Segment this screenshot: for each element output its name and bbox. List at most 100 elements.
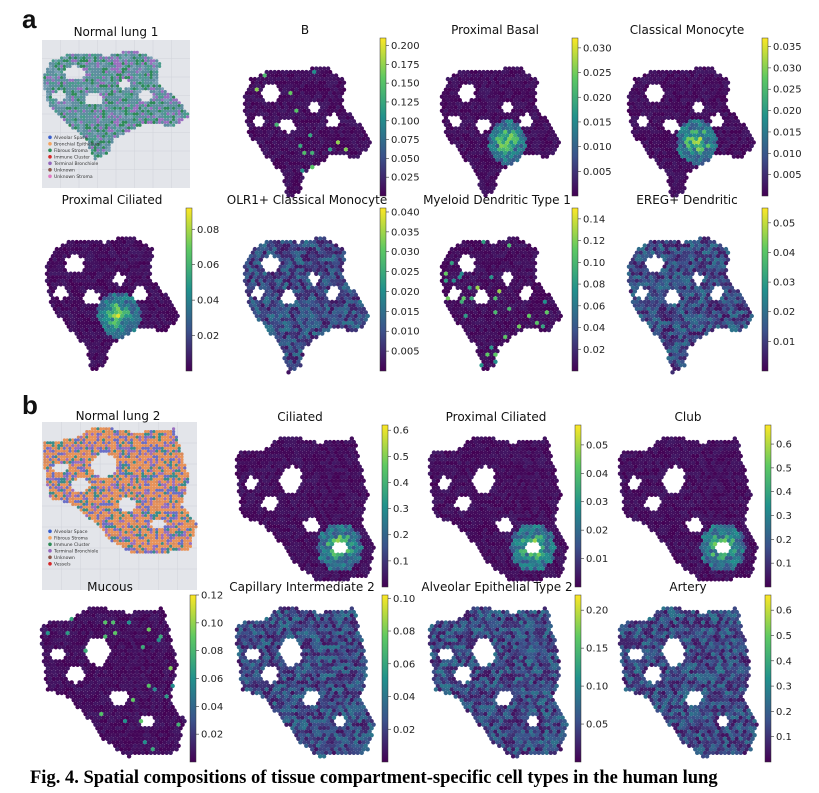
reference-spot	[104, 438, 108, 442]
spot	[473, 168, 478, 173]
reference-spot	[118, 70, 122, 74]
reference-spot	[68, 98, 72, 102]
reference-spot	[158, 533, 162, 537]
spot	[445, 91, 451, 96]
reference-spot	[43, 460, 47, 464]
spot	[513, 112, 518, 117]
reference-spot	[116, 106, 120, 110]
reference-spot	[160, 474, 164, 478]
reference-spot	[191, 522, 195, 526]
spot	[260, 133, 265, 138]
reference-spot	[113, 123, 117, 127]
spot	[511, 108, 516, 114]
reference-spot	[183, 514, 187, 518]
spot	[351, 133, 357, 138]
reference-spot	[188, 530, 192, 535]
reference-spot	[102, 137, 106, 141]
reference-spot	[183, 463, 187, 467]
reference-spot	[60, 115, 64, 119]
reference-spot	[82, 508, 86, 512]
reference-spot	[82, 115, 86, 119]
spot	[453, 112, 459, 117]
reference-spot	[60, 480, 64, 484]
reference-spot	[88, 134, 92, 138]
legend-swatch	[48, 562, 52, 566]
spot	[278, 129, 283, 135]
reference-spot	[121, 115, 125, 119]
spot	[517, 133, 522, 138]
reference-spot	[113, 112, 117, 116]
reference-spot	[135, 536, 139, 540]
reference-spot	[130, 550, 134, 554]
reference-spot	[116, 112, 120, 116]
spot	[548, 140, 554, 145]
spot	[713, 94, 719, 99]
reference-spot	[135, 469, 139, 473]
reference-spot	[85, 126, 89, 130]
reference-spot	[149, 112, 153, 116]
spot	[534, 122, 540, 128]
reference-spot	[118, 449, 122, 453]
reference-spot	[60, 460, 64, 464]
reference-spot	[93, 148, 97, 152]
reference-spot	[177, 455, 181, 459]
spot	[453, 140, 459, 145]
reference-spot	[116, 508, 120, 512]
spot	[501, 69, 506, 75]
spot	[248, 119, 254, 124]
spot	[711, 112, 717, 117]
reference-spot	[110, 533, 114, 537]
reference-spot	[130, 90, 134, 94]
reference-spot	[135, 446, 139, 450]
spot	[479, 80, 484, 85]
reference-spot	[158, 441, 162, 445]
reference-spot	[169, 115, 173, 119]
spot	[288, 83, 293, 89]
reference-spot	[169, 469, 173, 473]
spot	[302, 108, 307, 114]
reference-spot	[99, 505, 103, 509]
spot	[316, 147, 321, 152]
reference-spot	[172, 480, 176, 484]
spot	[487, 171, 492, 177]
reference-spot	[146, 480, 150, 484]
reference-spot	[155, 550, 159, 554]
legend-label: Unknown Stroma	[54, 174, 93, 180]
reference-spot	[113, 87, 117, 91]
reference-spot	[99, 126, 103, 130]
reference-spot	[99, 432, 103, 436]
reference-spot	[76, 115, 80, 119]
spot	[505, 133, 510, 138]
reference-spot	[82, 56, 86, 60]
reference-spot	[138, 508, 142, 512]
reference-spot	[62, 455, 66, 459]
reference-spot	[96, 76, 100, 80]
reference-spot	[172, 441, 176, 445]
reference-spot	[68, 87, 72, 91]
reference-spot	[71, 444, 75, 448]
reference-spot	[74, 458, 78, 462]
reference-spot	[163, 544, 167, 549]
reference-spot	[130, 435, 134, 439]
spot	[286, 73, 291, 78]
reference-spot	[74, 118, 78, 122]
reference-spot	[85, 84, 89, 88]
spot	[316, 154, 321, 159]
spot	[349, 122, 355, 128]
spot	[479, 101, 484, 106]
reference-spot	[174, 98, 178, 102]
reference-spot	[152, 514, 156, 518]
reference-spot	[85, 59, 89, 63]
reference-spot	[132, 67, 136, 71]
spot	[505, 91, 510, 96]
reference-spot	[65, 56, 69, 60]
reference-spot	[127, 444, 131, 448]
reference-spot	[174, 547, 178, 551]
reference-spot	[130, 528, 134, 532]
reference-spot	[88, 59, 92, 63]
spot	[640, 98, 646, 103]
reference-spot	[135, 533, 139, 537]
reference-spot	[124, 449, 128, 453]
reference-spot	[149, 70, 153, 74]
spot	[735, 154, 741, 159]
